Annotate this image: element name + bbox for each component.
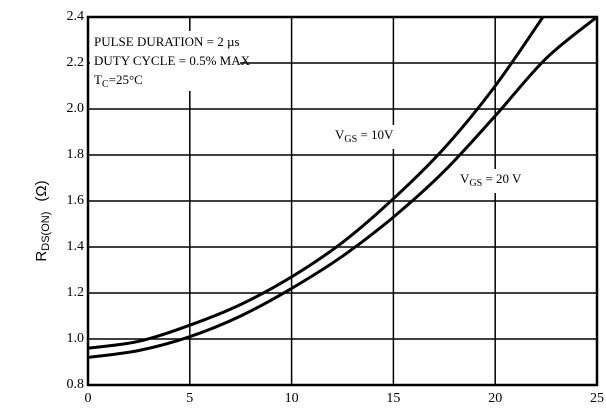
y-tick-label: 2.2 [67,55,85,70]
x-tick-label: 0 [85,391,92,406]
series-line [88,17,597,359]
x-tick-label: 15 [386,391,400,406]
text-sub: DS(ON) [40,212,52,251]
series-label: VGS = 20 V [460,171,522,189]
text-main: T [94,72,102,87]
y-tick-label: 1.2 [67,285,85,300]
text-main: DUTY CYCLE = 0.5% MAX [94,53,251,68]
y-tick-label: 1.4 [67,239,85,254]
series-label: VGS = 10V [335,127,394,145]
annotation: PULSE DURATION = 2 µs [94,34,240,49]
text-main: V [460,171,470,186]
annotation-bg [90,31,240,91]
y-tick-label: 2.4 [67,9,85,24]
text-rest: = 10V [357,127,394,142]
annotation: DUTY CYCLE = 0.5% MAX [94,53,251,68]
series-label-bg [458,169,558,193]
y-tick-label: 1.6 [67,193,85,208]
text-sub: C [102,79,109,90]
x-tick-label: 25 [590,391,604,406]
series-line [88,17,545,350]
annotation: TC=25°C [94,72,143,90]
y-tick-label: 1.8 [67,147,85,162]
y-axis-label: RDS(ON) (Ω) [33,180,52,261]
text-main: PULSE DURATION = 2 µs [94,34,240,49]
text-rest: =25°C [109,72,143,87]
text-sub: GS [469,178,482,189]
text-main: V [335,127,345,142]
x-tick-label: 5 [186,391,193,406]
y-tick-label: 0.8 [67,377,85,392]
y-tick-label: 1.0 [67,331,85,346]
plot-frame [86,15,599,387]
text-sub: GS [344,134,357,145]
y-tick-label: 2.0 [67,101,85,116]
text-rest: = 20 V [482,171,522,186]
x-tick-label: 20 [488,391,502,406]
x-tick-label: 10 [285,391,299,406]
text-unit: (Ω) [33,180,50,201]
series-label-bg [333,125,433,149]
plot-lines [88,17,597,359]
text-main: R [33,251,50,262]
